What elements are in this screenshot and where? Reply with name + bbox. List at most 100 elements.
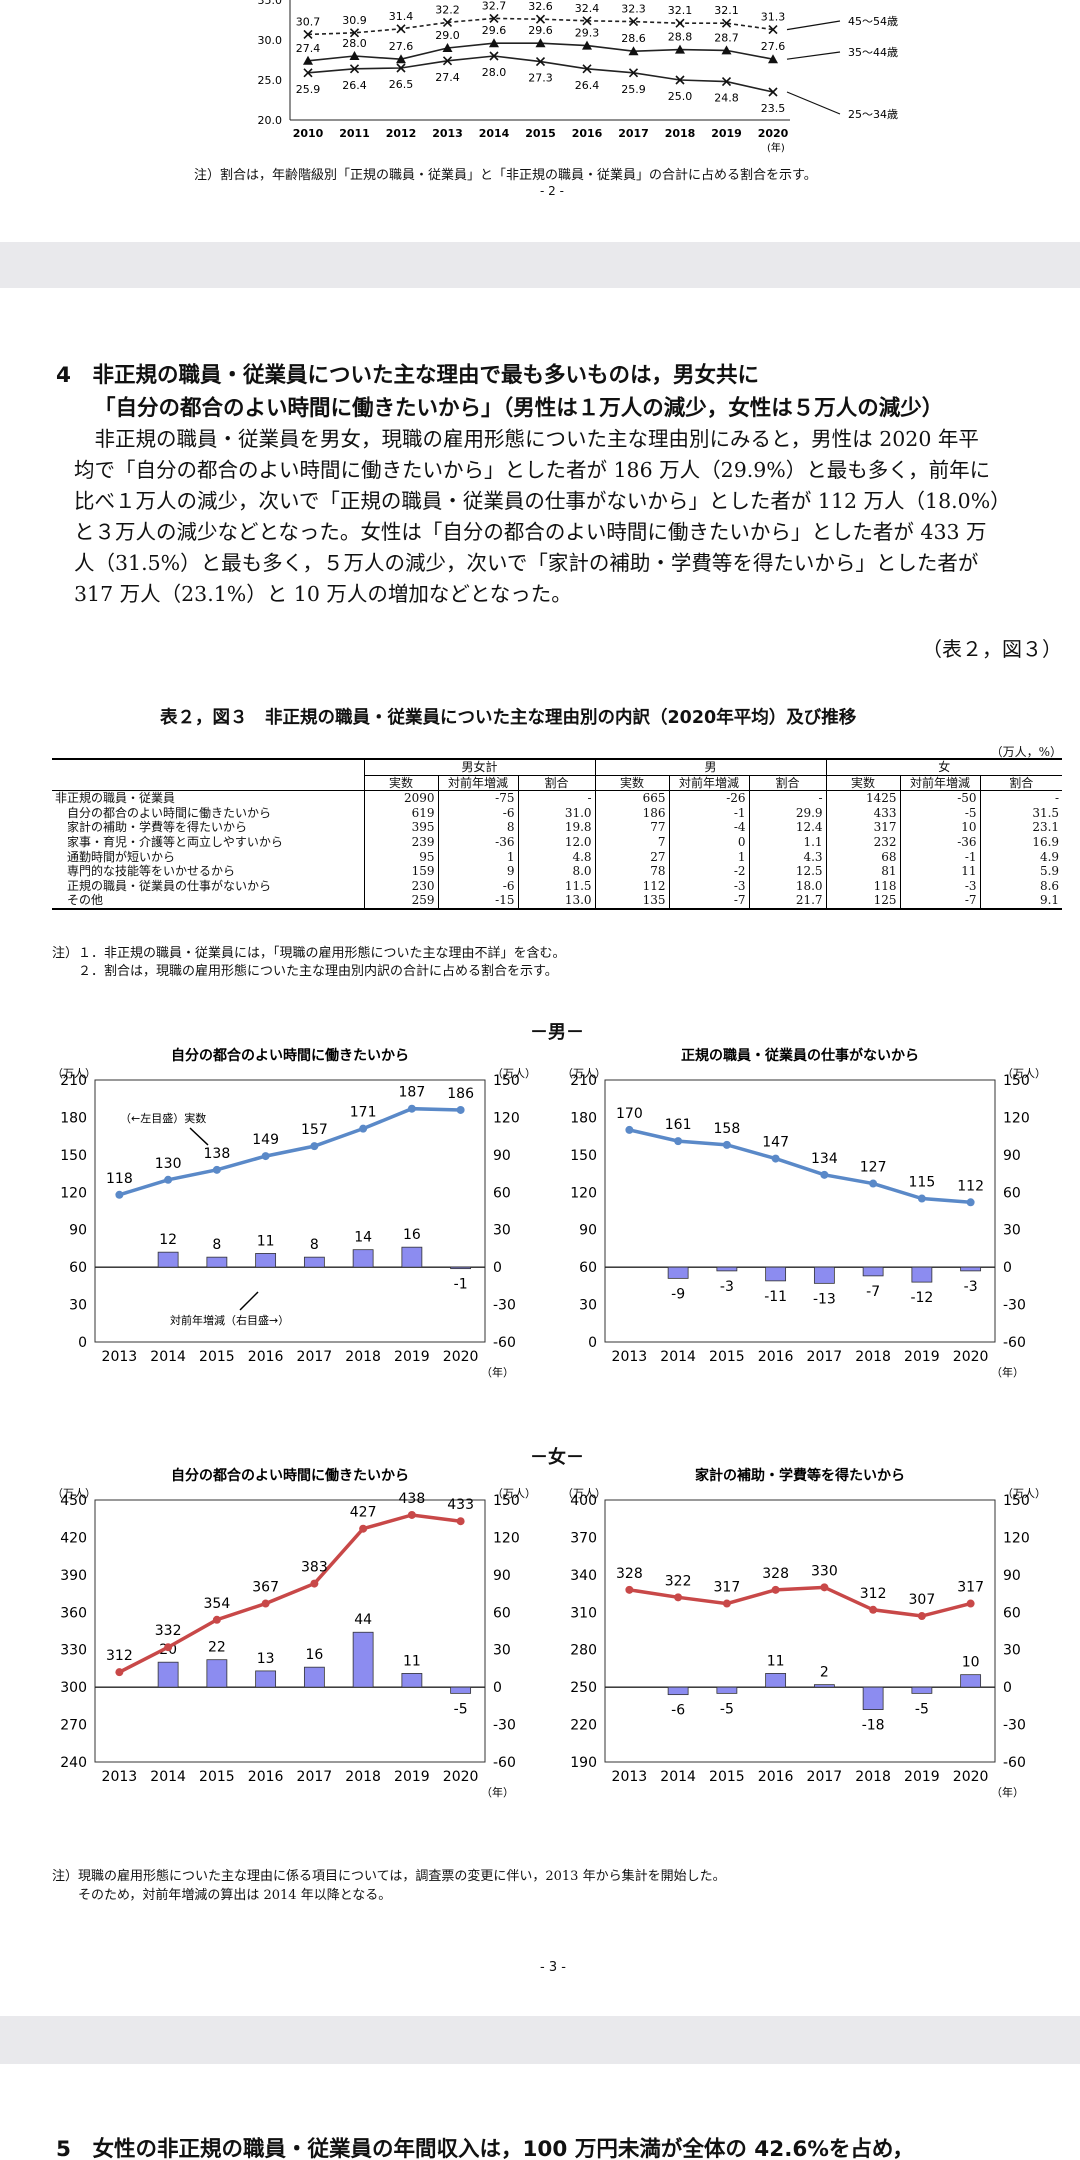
right-tick-label: 120 (493, 1110, 520, 1126)
left-tick-label: 60 (579, 1260, 597, 1276)
total-label: 322 (665, 1573, 692, 1589)
total-label: 186 (447, 1086, 474, 1102)
page-3: 4 非正規の職員・従業員についた主な理由で最も多いものは，男女共に 「自分の都合… (0, 288, 1080, 2016)
left-axis-unit: （万人） (562, 1487, 606, 1500)
age-series-point (396, 63, 406, 73)
table-row: 家計の補助・学費等を得たいから 395 8 19.8 77 -4 12.4 317 10 23.1 (52, 820, 1063, 835)
total-point (722, 1140, 731, 1149)
right-tick-label: -60 (1003, 1755, 1026, 1771)
table-cell: 19.8 (517, 820, 596, 835)
total-point (820, 1170, 829, 1179)
change-label: 16 (305, 1647, 323, 1663)
change-bar (255, 1253, 277, 1268)
age-series-point (349, 28, 360, 38)
right-tick-label: -30 (1003, 1298, 1026, 1314)
chart-male-no-regular-job: 正規の職員・従業員の仕事がないから（万人） （万人）210180150120906… (562, 1047, 1046, 1379)
x-tick-label: 2017 (807, 1349, 843, 1365)
age-series-label: 26.5 (389, 78, 414, 91)
change-label: 10 (962, 1655, 980, 1671)
table-cell: -7 (899, 893, 981, 910)
age-series-label: 31.4 (389, 10, 414, 23)
x-tick-label: 2016 (248, 1349, 284, 1365)
total-label: 317 (714, 1580, 741, 1596)
section5-heading: 5 女性の非正規の職員・従業員の年間収入は，100 万円未満が全体の 42.6%… (56, 2137, 914, 2160)
legend-arrow (786, 91, 841, 115)
table-cell: 31.5 (979, 805, 1063, 821)
total-point (456, 1105, 465, 1114)
age-series-label: 27.6 (389, 40, 414, 53)
right-axis-unit: （万人） (1002, 1487, 1046, 1500)
x-axis-unit: （年） (481, 1785, 514, 1799)
total-label: 433 (447, 1497, 474, 1513)
total-line (118, 1106, 461, 1197)
change-label: 8 (212, 1237, 221, 1253)
change-label: -3 (964, 1279, 978, 1295)
change-label: -9 (671, 1286, 685, 1302)
female-section-label: －女－ (530, 1447, 584, 1468)
change-bar (401, 1673, 423, 1688)
x-tick-label: 2014 (660, 1349, 696, 1365)
x-tick-label: 2015 (709, 1349, 745, 1365)
right-tick-label: 150 (1003, 1493, 1030, 1509)
x-tick-label: 2018 (665, 127, 696, 140)
age-series-label: 32.6 (528, 0, 553, 13)
total-label: 367 (252, 1580, 279, 1596)
age-series-point (303, 29, 313, 39)
table-cell: 21.7 (748, 893, 827, 910)
change-label: -11 (764, 1289, 787, 1305)
x-tick-label: 2020 (443, 1349, 479, 1365)
right-tick-label: -30 (493, 1718, 516, 1734)
change-bar (862, 1686, 884, 1710)
left-tick-label: 120 (570, 1185, 597, 1201)
left-axis-unit: （万人） (52, 1487, 96, 1500)
x-tick-label: 2020 (443, 1769, 479, 1785)
table-reference: （表２，図３） (922, 637, 1062, 661)
table-cell: 317 (825, 820, 901, 835)
age-series-label: 32.4 (575, 2, 600, 15)
table-cell: -6 (437, 878, 518, 894)
table-row-label: その他 (52, 893, 364, 910)
table-cell: -3 (899, 878, 981, 894)
left-tick-label: 240 (60, 1755, 87, 1771)
change-bar (716, 1266, 738, 1272)
age-series-label: 29.6 (528, 24, 553, 37)
chart-male-convenient-time: 自分の都合のよい時間に働きたいから（万人） （万人）210180150120906… (52, 1047, 536, 1379)
age-series-label: 24.8 (714, 92, 739, 105)
x-tick-label: 2019 (394, 1349, 430, 1365)
table-cell: -5 (899, 805, 981, 821)
table-cell: 31.0 (517, 805, 596, 821)
table-title: 表２，図３ 非正規の職員・従業員についた主な理由別の内訳（2020年平均）及び推… (160, 708, 857, 728)
change-bar (401, 1246, 423, 1268)
right-tick-label: 0 (493, 1680, 502, 1696)
total-point (966, 1198, 975, 1207)
table-cell: 78 (594, 864, 670, 879)
change-label: -5 (720, 1701, 734, 1717)
page-2: 35.0 30.0 25.0 20.0 2010 2011 2012 2013 2014 2015… (0, 0, 1080, 242)
annotation-total: （←左目盛）実数 (120, 1111, 206, 1125)
age-series-point (628, 46, 639, 56)
right-tick-label: 150 (493, 1493, 520, 1509)
left-tick-label: 30 (69, 1298, 87, 1314)
table-row: 非正規の職員・従業員 2090 -75-665 -26-1425 -50- (52, 790, 1063, 806)
right-tick-label: -60 (493, 1335, 516, 1351)
age-series-label: 30.7 (296, 15, 321, 28)
age-series-point (489, 13, 499, 23)
total-label: 147 (762, 1135, 789, 1151)
x-tick-label: 2016 (572, 127, 603, 140)
total-point (261, 1599, 270, 1608)
right-tick-label: 90 (493, 1148, 511, 1164)
section-paragraph: 非正規の職員・従業員を男女，現職の雇用形態についた主な理由別にみると，男性は 2… (74, 427, 1011, 606)
right-tick-label: 60 (493, 1605, 511, 1621)
left-tick-label: 210 (570, 1073, 597, 1089)
table-row: その他 259 -15 13.0 135 -7 21.7 125 -7 9.1 (52, 893, 1063, 910)
table-cell: 159 (363, 864, 438, 879)
total-label: 328 (762, 1566, 789, 1582)
change-label: -3 (720, 1279, 734, 1295)
left-tick-label: 330 (60, 1643, 87, 1659)
right-tick-label: 0 (1003, 1680, 1012, 1696)
right-tick-label: 120 (1003, 1530, 1030, 1546)
age-series-point (535, 57, 546, 67)
x-tick-label: 2018 (345, 1349, 381, 1365)
reasons-table: 男女計 男 女 実数 対前年増減 割合 実数 対前年増減 割合 実数 対前年増減… (52, 757, 1063, 910)
total-label: 383 (301, 1560, 328, 1576)
